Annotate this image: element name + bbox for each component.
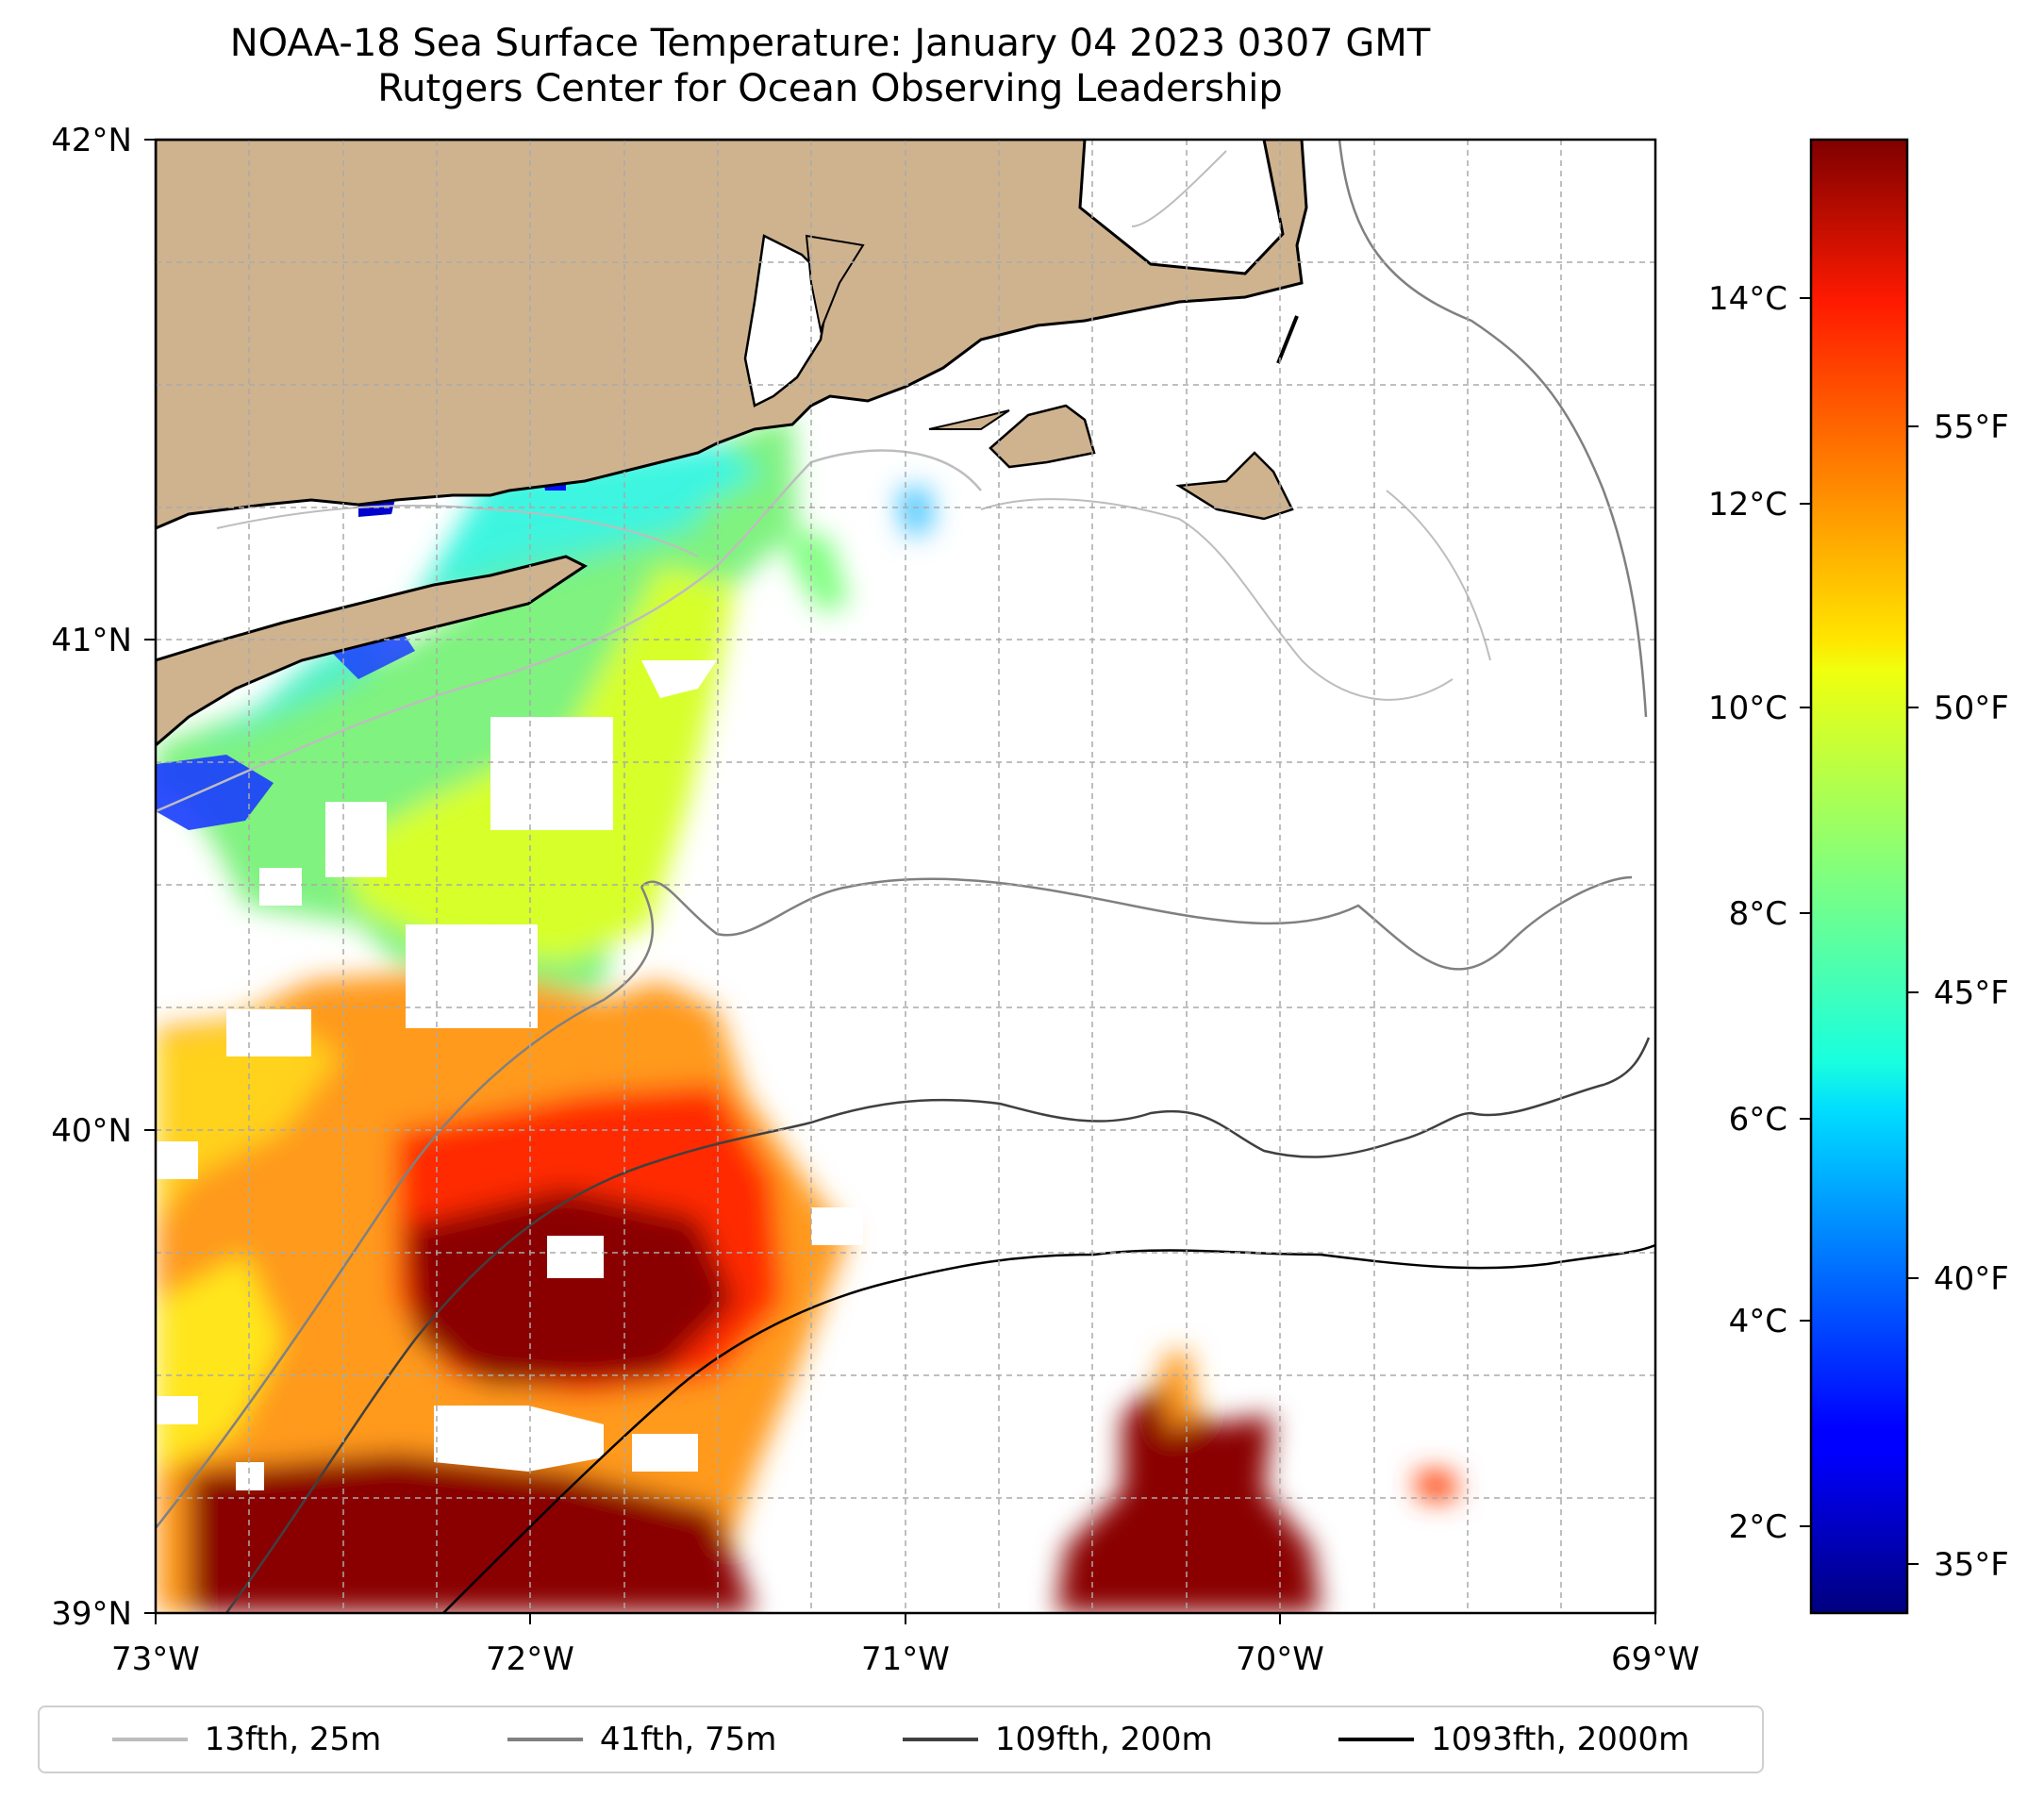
legend-line-swatch	[1338, 1738, 1415, 1741]
celsius-tick-label: 10°C	[1708, 690, 1787, 727]
legend-label: 109fth, 200m	[994, 1721, 1213, 1758]
colorbar-gradient	[1809, 138, 1909, 1615]
lat-tick-label: 39°N	[51, 1595, 132, 1633]
legend-item-25m: 13fth, 25m	[111, 1721, 382, 1758]
lon-tick-label: 73°W	[111, 1640, 200, 1678]
celsius-tick-label: 6°C	[1729, 1101, 1787, 1139]
fahrenheit-tick-label: 35°F	[1934, 1546, 2009, 1584]
bathymetry-contours	[156, 140, 1655, 1613]
lon-tick-label: 70°W	[1236, 1640, 1324, 1678]
title-line-2: Rutgers Center for Ocean Observing Leade…	[377, 67, 1283, 110]
legend-line-swatch	[111, 1738, 188, 1741]
colorbar: 2°C 4°C 6°C 8°C 10°C 12°C 14°C 35°F 40°F…	[1708, 138, 2009, 1615]
lon-tick-label: 72°W	[486, 1640, 574, 1678]
latitude-axis: 39°N 40°N 41°N 42°N	[51, 122, 156, 1633]
celsius-tick-label: 8°C	[1729, 895, 1787, 933]
legend-item-75m: 41fth, 75m	[507, 1721, 777, 1758]
fahrenheit-tick-label: 55°F	[1934, 408, 2009, 446]
celsius-tick-label: 2°C	[1729, 1508, 1787, 1546]
title-line-1: NOAA-18 Sea Surface Temperature: January…	[229, 22, 1431, 65]
fahrenheit-tick-label: 40°F	[1934, 1260, 2009, 1298]
depth-legend: 13fth, 25m 41fth, 75m 109fth, 200m 1093f…	[38, 1705, 1764, 1773]
legend-label: 1093fth, 2000m	[1431, 1721, 1690, 1758]
celsius-tick-label: 14°C	[1708, 280, 1787, 318]
legend-line-swatch	[507, 1738, 583, 1741]
legend-item-2000m: 1093fth, 2000m	[1338, 1721, 1689, 1758]
legend-label: 13fth, 25m	[204, 1721, 382, 1758]
lat-tick-label: 40°N	[51, 1112, 132, 1150]
land-masses	[156, 140, 1308, 747]
sst-data-field	[156, 415, 1457, 1613]
lon-tick-label: 69°W	[1611, 1640, 1700, 1678]
graticule	[156, 140, 1655, 1613]
celsius-tick-label: 4°C	[1729, 1303, 1787, 1340]
map-area	[156, 140, 1655, 1613]
lon-tick-label: 71°W	[861, 1640, 950, 1678]
celsius-tick-label: 12°C	[1708, 486, 1787, 524]
longitude-axis: 73°W 72°W 71°W 70°W 69°W	[111, 1613, 1700, 1678]
lat-tick-label: 41°N	[51, 622, 132, 659]
map-title: NOAA-18 Sea Surface Temperature: January…	[0, 21, 1660, 111]
fahrenheit-tick-label: 45°F	[1934, 974, 2009, 1012]
legend-item-200m: 109fth, 200m	[902, 1721, 1213, 1758]
lat-tick-label: 42°N	[51, 122, 132, 159]
legend-line-swatch	[902, 1738, 978, 1741]
legend-label: 41fth, 75m	[599, 1721, 777, 1758]
fahrenheit-tick-label: 50°F	[1934, 690, 2009, 727]
